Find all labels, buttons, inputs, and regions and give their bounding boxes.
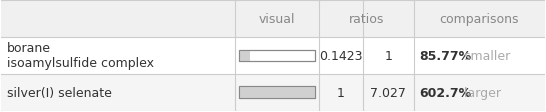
Bar xyxy=(2,74,544,111)
Bar xyxy=(239,50,315,62)
Text: 1: 1 xyxy=(337,86,345,99)
Bar xyxy=(2,1,544,38)
Bar xyxy=(239,87,315,98)
Text: comparisons: comparisons xyxy=(440,13,519,26)
Text: 85.77%: 85.77% xyxy=(420,50,472,62)
Text: borane
isoamylsulfide complex: borane isoamylsulfide complex xyxy=(7,42,154,70)
Text: silver(I) selenate: silver(I) selenate xyxy=(7,86,112,99)
Text: smaller: smaller xyxy=(460,50,511,62)
Text: larger: larger xyxy=(460,86,501,99)
Bar xyxy=(239,50,250,62)
Text: visual: visual xyxy=(259,13,295,26)
Text: 7.027: 7.027 xyxy=(371,86,406,99)
Text: ratios: ratios xyxy=(349,13,384,26)
Bar xyxy=(239,87,315,98)
Text: 1: 1 xyxy=(384,50,393,62)
Bar xyxy=(239,87,315,98)
Text: 602.7%: 602.7% xyxy=(420,86,472,99)
Text: 0.1423: 0.1423 xyxy=(319,50,363,62)
Bar xyxy=(2,38,544,74)
Bar xyxy=(239,50,315,62)
